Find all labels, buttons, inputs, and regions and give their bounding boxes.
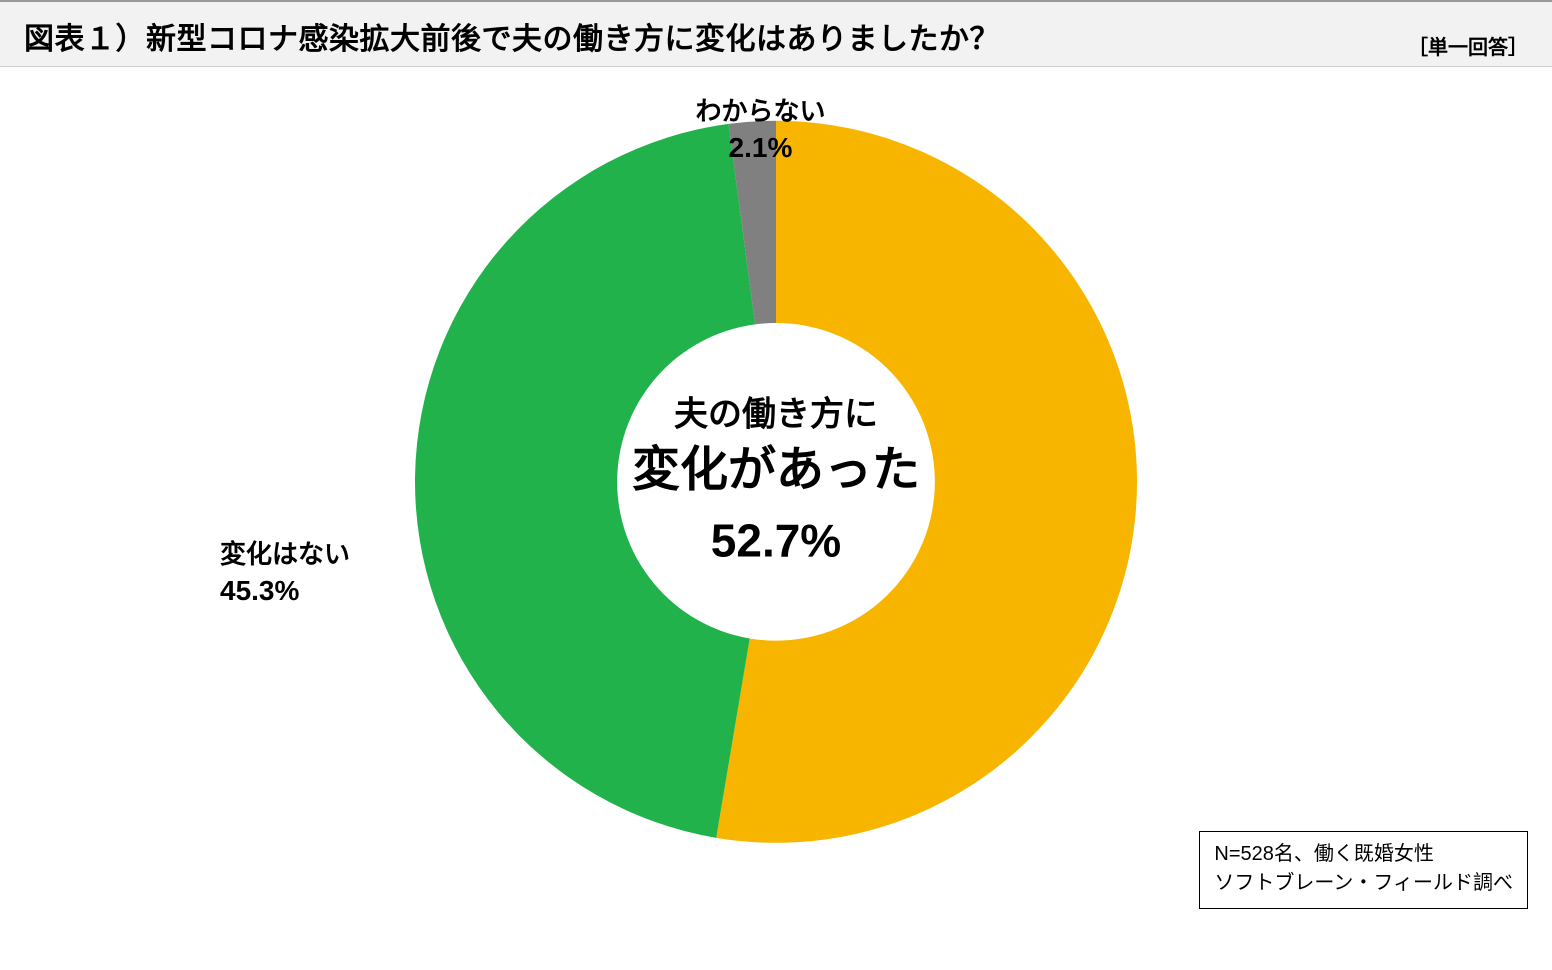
donut-chart: 夫の働き方に 変化があった 52.7% — [396, 102, 1156, 862]
note-line1: N=528名、働く既婚女性 — [1214, 840, 1513, 869]
slice-label-dont-know: わからない 2.1% — [695, 94, 825, 167]
slice-label-value: 2.1% — [695, 129, 825, 167]
center-line3: 52.7% — [632, 509, 920, 571]
source-note: N=528名、働く既婚女性 ソフトブレーン・フィールド調べ — [1199, 831, 1528, 909]
center-line1: 夫の働き方に — [632, 392, 920, 438]
donut-center-label: 夫の働き方に 変化があった 52.7% — [632, 392, 920, 571]
note-line2: ソフトブレーン・フィールド調べ — [1214, 869, 1513, 898]
chart-title: 図表１）新型コロナ感染拡大前後で夫の働き方に変化はありましたか？ — [24, 14, 1528, 58]
slice-label-value: 45.3% — [220, 572, 350, 610]
slice-label-no-change: 変化はない 45.3% — [220, 537, 350, 610]
chart-subtitle: ［単一回答］ — [1408, 31, 1528, 60]
slice-label-name: 変化はない — [220, 537, 350, 572]
slice-label-name: わからない — [695, 94, 825, 129]
center-line2: 変化があった — [632, 438, 920, 503]
chart-area: 夫の働き方に 変化があった 52.7% わからない 2.1% 変化はない 45.… — [0, 67, 1552, 927]
chart-header: 図表１）新型コロナ感染拡大前後で夫の働き方に変化はありましたか？ ［単一回答］ — [0, 0, 1552, 67]
